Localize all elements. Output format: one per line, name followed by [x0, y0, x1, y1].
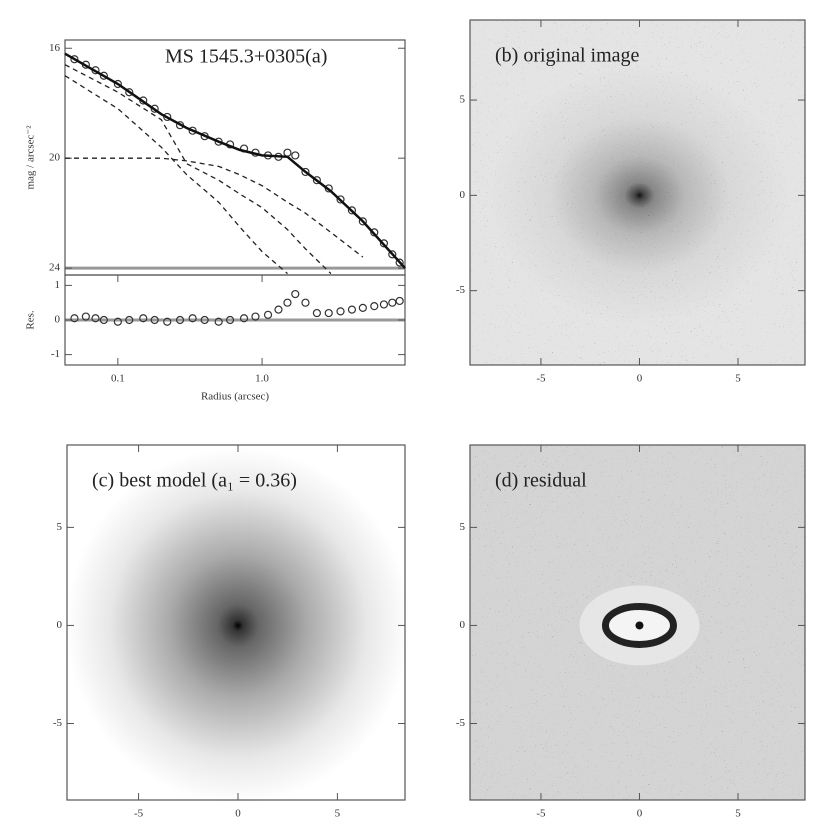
plot-frame — [469, 444, 806, 801]
data-point — [388, 250, 397, 259]
x-tick-label: 5 — [335, 808, 341, 820]
plot-frame — [66, 444, 406, 801]
y-tick-label: -1 — [51, 348, 60, 360]
data-point — [175, 315, 185, 325]
data-point — [291, 151, 300, 160]
data-point — [214, 317, 223, 326]
component-line — [64, 64, 332, 275]
y-tick-label: 0 — [57, 619, 63, 631]
data-point — [251, 312, 260, 321]
y-tick-label: 20 — [49, 152, 61, 164]
x-tick-label: 1.0 — [255, 373, 269, 385]
y-tick-label: 0 — [460, 619, 466, 631]
data-point — [150, 104, 159, 113]
plot-frame — [469, 19, 806, 366]
data-point — [81, 312, 90, 321]
data-point — [347, 206, 357, 215]
data-point — [188, 314, 197, 323]
x-tick-label: 0 — [235, 808, 241, 820]
data-point — [163, 112, 172, 122]
panel-title: MS 1545.3+0305(a) — [165, 46, 327, 68]
x-tick-label: 0 — [637, 373, 643, 385]
data-point — [301, 167, 310, 177]
data-point — [163, 317, 172, 326]
data-point — [225, 315, 235, 325]
data-point — [388, 298, 397, 307]
data-point — [70, 55, 79, 64]
panel-title: (c) best model (a₁ = 0.36) — [92, 470, 297, 492]
x-tick-label: -5 — [134, 808, 144, 820]
data-point — [113, 317, 122, 326]
panel-title: (b) original image — [495, 45, 640, 67]
x-tick-label: 5 — [735, 373, 741, 385]
x-tick-label: 5 — [735, 808, 741, 820]
data-point — [395, 296, 404, 306]
x-tick-label: 0.1 — [111, 373, 125, 385]
data-point — [274, 305, 283, 314]
residual-core — [635, 621, 644, 630]
y-tick-label: 1 — [55, 279, 61, 291]
y-tick-label: -5 — [53, 717, 63, 729]
component-line — [65, 157, 364, 258]
y-tick-label: -5 — [456, 717, 466, 729]
y-axis-label: Res. — [25, 310, 37, 330]
data-point — [347, 305, 357, 314]
data-point — [283, 298, 292, 307]
y-tick-label: 24 — [49, 262, 61, 274]
x-axis-label: Radius (arcsec) — [201, 391, 269, 403]
data-point — [312, 308, 321, 318]
data-point — [336, 307, 345, 316]
data-point — [91, 314, 100, 323]
x-tick-label: -5 — [536, 373, 546, 385]
data-point — [379, 300, 389, 309]
data-point — [283, 148, 292, 157]
data-point — [263, 310, 273, 319]
y-tick-label: 16 — [49, 42, 61, 54]
y-tick-label: 5 — [460, 94, 466, 106]
y-tick-label: 0 — [460, 189, 466, 201]
y-tick-label: -5 — [456, 284, 466, 296]
data-point — [312, 176, 321, 185]
data-point — [379, 239, 389, 248]
data-point — [395, 258, 404, 267]
data-point — [324, 308, 333, 318]
data-point — [336, 195, 345, 204]
model-galaxy — [65, 447, 410, 804]
data-point — [125, 88, 134, 97]
data-point — [200, 315, 209, 325]
x-tick-label: -5 — [536, 808, 546, 820]
data-point — [291, 289, 300, 299]
plot-frame — [64, 39, 406, 276]
data-point — [139, 314, 148, 323]
model-line — [64, 52, 406, 269]
data-point — [370, 228, 379, 237]
x-tick-label: 0 — [637, 808, 643, 820]
data-point — [113, 79, 122, 89]
data-point — [358, 217, 367, 226]
panel-title: (d) residual — [495, 470, 587, 492]
data-point — [70, 314, 79, 323]
data-point — [239, 314, 249, 323]
data-point — [99, 315, 108, 325]
data-point — [358, 303, 367, 312]
y-axis-label: mag / arcsec⁻² — [25, 125, 37, 190]
y-tick-label: 0 — [55, 314, 61, 326]
image-noise — [470, 20, 805, 365]
data-point — [214, 137, 223, 146]
data-point — [301, 298, 310, 307]
y-tick-label: 5 — [57, 521, 63, 533]
data-point — [99, 71, 108, 80]
data-point — [150, 315, 159, 325]
y-tick-label: 5 — [460, 521, 466, 533]
data-point — [125, 315, 134, 325]
component-line — [64, 75, 288, 275]
data-point — [370, 302, 379, 311]
